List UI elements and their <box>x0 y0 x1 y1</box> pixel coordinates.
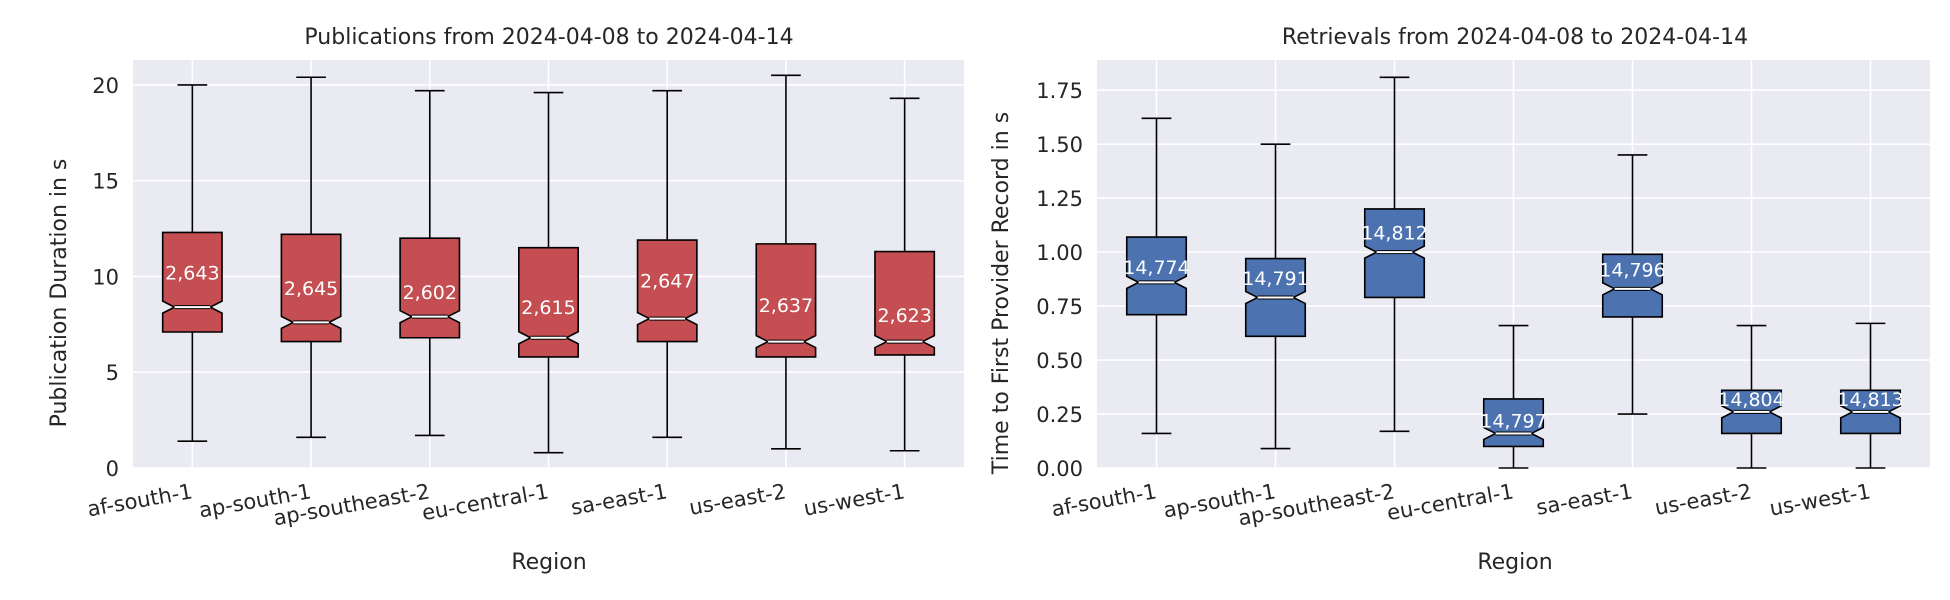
box-us-east-2: 14,804 <box>1718 324 1785 469</box>
x-axis-label: Region <box>1477 550 1552 575</box>
y-tick-label: 15 <box>92 170 119 194</box>
box-body <box>1125 236 1188 316</box>
count-label: 14,813 <box>1837 389 1903 411</box>
x-tick-label: eu-central-1 <box>1385 479 1515 525</box>
publications-panel: Publications from 2024-04-08 to 2024-04-… <box>47 25 964 575</box>
box-ap-southeast-2: 2,602 <box>399 89 461 437</box>
x-tick-label: sa-east-1 <box>1534 479 1634 520</box>
y-axis-label: Time to First Provider Record in s <box>989 112 1014 475</box>
box-body <box>755 243 817 358</box>
box-eu-central-1: 2,615 <box>518 91 579 454</box>
count-label: 2,647 <box>640 270 694 292</box>
x-tick-label: us-west-1 <box>802 479 907 520</box>
box-eu-central-1: 14,797 <box>1480 324 1547 469</box>
box-body <box>280 233 342 343</box>
box-af-south-1: 14,774 <box>1123 117 1190 435</box>
box-ap-south-1: 2,645 <box>280 76 342 439</box>
chart-title: Retrievals from 2024-04-08 to 2024-04-14 <box>1282 25 1748 50</box>
count-label: 14,796 <box>1599 259 1665 281</box>
count-label: 2,602 <box>403 282 457 304</box>
count-label: 14,804 <box>1718 389 1784 411</box>
count-label: 2,623 <box>877 305 931 327</box>
y-tick-label: 0.00 <box>1036 457 1083 481</box>
y-tick-label: 0.75 <box>1036 295 1083 319</box>
y-tick-label: 0 <box>106 457 119 481</box>
box-sa-east-1: 2,647 <box>636 89 698 439</box>
box-body <box>874 250 936 356</box>
box-af-south-1: 2,643 <box>161 84 223 442</box>
x-tick-label: sa-east-1 <box>569 479 669 520</box>
x-tick-label: us-east-2 <box>687 479 787 520</box>
retrievals-panel: Retrievals from 2024-04-08 to 2024-04-14… <box>989 25 1930 575</box>
count-label: 2,615 <box>521 297 575 319</box>
y-tick-label: 0.50 <box>1036 349 1083 373</box>
box-ap-southeast-2: 14,812 <box>1361 76 1428 433</box>
y-tick-label: 5 <box>106 361 119 385</box>
box-us-west-1: 2,623 <box>874 97 936 452</box>
y-tick-label: 1.00 <box>1036 241 1083 265</box>
chart-title: Publications from 2024-04-08 to 2024-04-… <box>304 25 793 50</box>
box-body <box>1601 253 1664 318</box>
y-tick-label: 0.25 <box>1036 403 1083 427</box>
count-label: 14,812 <box>1361 223 1427 245</box>
box-us-east-2: 2,637 <box>755 74 817 450</box>
box-body <box>636 239 698 343</box>
y-tick-label: 1.75 <box>1036 79 1083 103</box>
count-label: 14,774 <box>1123 257 1189 279</box>
y-tick-label: 20 <box>92 74 119 98</box>
x-tick-label: af-south-1 <box>85 479 194 521</box>
y-tick-label: 10 <box>92 265 119 289</box>
x-tick-label: af-south-1 <box>1050 479 1159 521</box>
count-label: 14,797 <box>1480 411 1546 433</box>
y-axis-label: Publication Duration in s <box>47 159 72 428</box>
box-us-west-1: 14,813 <box>1837 322 1904 469</box>
count-label: 14,791 <box>1242 268 1308 290</box>
box-body <box>399 237 461 339</box>
y-tick-label: 1.25 <box>1036 187 1083 211</box>
x-tick-label: us-east-2 <box>1653 479 1753 520</box>
count-label: 2,643 <box>165 263 219 285</box>
box-ap-south-1: 14,791 <box>1242 143 1309 450</box>
y-tick-label: 1.50 <box>1036 133 1083 157</box>
count-label: 2,637 <box>759 295 813 317</box>
count-label: 2,645 <box>284 278 338 300</box>
box-body <box>518 246 579 358</box>
box-sa-east-1: 14,796 <box>1599 154 1666 415</box>
x-axis-label: Region <box>511 550 586 575</box>
x-tick-label: eu-central-1 <box>420 479 550 525</box>
x-tick-label: us-west-1 <box>1768 479 1873 520</box>
